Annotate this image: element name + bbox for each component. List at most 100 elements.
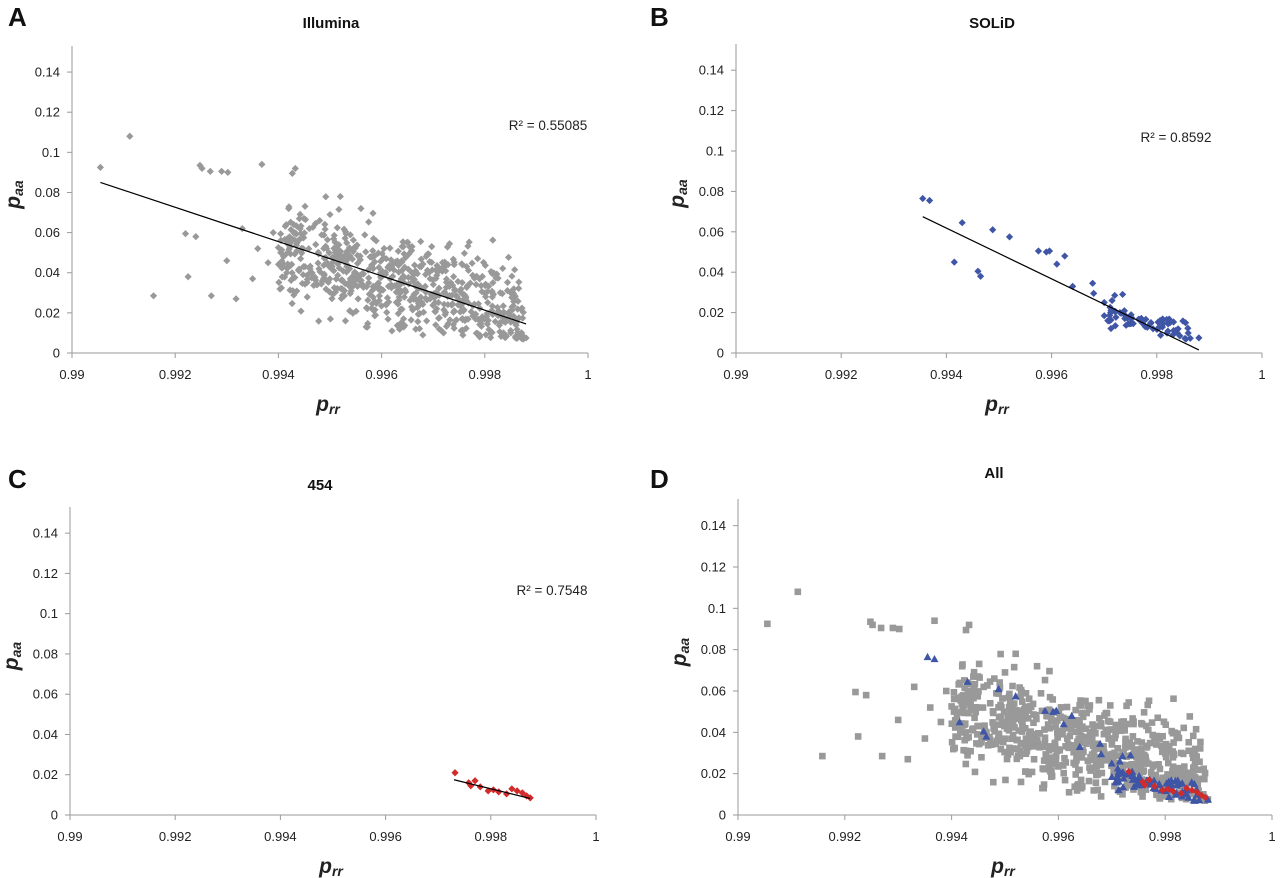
- chart-title: SOLiD: [969, 15, 1015, 32]
- data-point-square: [1057, 704, 1065, 711]
- data-point-square: [1144, 726, 1152, 734]
- data-point: [482, 331, 490, 339]
- data-point: [351, 271, 359, 280]
- data-point-square: [1078, 709, 1085, 717]
- data-point-square: [1049, 696, 1057, 703]
- data-point: [313, 280, 321, 289]
- data-point: [341, 234, 349, 242]
- data-point: [285, 233, 294, 241]
- data-point-triangle: [1164, 777, 1173, 785]
- data-point: [442, 283, 450, 292]
- data-point-square: [1174, 730, 1181, 738]
- data-point-square: [989, 708, 997, 715]
- data-point-square: [1008, 714, 1015, 722]
- data-point-triangle: [979, 727, 988, 735]
- x-tick-label: 0.998: [1141, 367, 1174, 382]
- y-tick-label: 0.04: [701, 725, 726, 740]
- data-point: [415, 324, 424, 333]
- data-point: [346, 289, 354, 298]
- data-point-square: [1033, 662, 1041, 670]
- data-point: [410, 290, 418, 298]
- data-point-square: [1106, 718, 1114, 726]
- data-point: [454, 301, 462, 309]
- chart-title: All: [984, 465, 1003, 482]
- data-point: [320, 261, 328, 269]
- data-point: [467, 308, 475, 316]
- data-point-square: [1046, 667, 1053, 675]
- data-point-square: [1081, 697, 1088, 705]
- y-axis-label: paa: [668, 638, 692, 668]
- data-point: [341, 251, 350, 259]
- data-point: [334, 271, 342, 279]
- data-point-square: [1040, 784, 1048, 792]
- data-point: [1157, 331, 1165, 339]
- data-point: [432, 266, 440, 274]
- data-point-square: [1030, 711, 1037, 718]
- data-point-square: [975, 660, 983, 668]
- data-point: [309, 223, 317, 231]
- data-point: [410, 261, 419, 269]
- data-point-square: [1054, 734, 1061, 741]
- data-point-square: [1028, 768, 1036, 776]
- data-point: [503, 278, 512, 286]
- data-point-square: [1055, 746, 1062, 753]
- data-point-square: [1170, 695, 1177, 703]
- data-point-diamond: [1201, 793, 1209, 802]
- data-point-square: [1087, 754, 1094, 761]
- data-point: [1184, 329, 1192, 337]
- data-point-square: [1019, 698, 1026, 705]
- data-point-square: [1063, 735, 1071, 742]
- data-point-triangle: [930, 654, 939, 663]
- data-point-square: [999, 736, 1007, 744]
- data-point-square: [1041, 676, 1049, 684]
- data-point: [249, 275, 257, 283]
- data-point-square: [1010, 663, 1018, 671]
- data-point: [400, 279, 408, 287]
- data-point: [494, 312, 502, 320]
- data-point-square: [877, 624, 885, 632]
- data-point: [325, 249, 333, 257]
- data-point: [340, 287, 349, 295]
- data-point: [372, 237, 380, 245]
- data-point-triangle: [1178, 779, 1187, 787]
- y-tick-label: 0.08: [35, 185, 60, 200]
- data-point: [365, 218, 373, 226]
- data-point-square: [1021, 703, 1029, 711]
- data-point: [297, 244, 306, 252]
- data-point: [369, 293, 377, 301]
- data-point: [385, 298, 393, 306]
- data-point: [292, 222, 301, 230]
- chart-title: 454: [307, 477, 333, 494]
- data-point-square: [1045, 746, 1053, 754]
- data-point: [361, 231, 369, 239]
- data-point: [423, 317, 431, 325]
- x-tick-label: 0.992: [159, 829, 192, 844]
- data-point: [371, 297, 379, 306]
- data-point: [474, 300, 483, 308]
- data-point: [433, 305, 441, 313]
- data-point-square: [1093, 757, 1100, 765]
- data-point-square: [852, 688, 859, 696]
- data-point-square: [1009, 731, 1017, 739]
- data-point: [502, 332, 511, 340]
- data-point: [481, 261, 489, 269]
- data-point-square: [1017, 717, 1025, 724]
- data-point-square: [1016, 752, 1024, 760]
- data-point: [335, 241, 343, 249]
- data-point-triangle: [982, 732, 991, 740]
- data-point: [362, 248, 370, 256]
- data-point: [399, 238, 407, 246]
- data-point-square: [1101, 712, 1108, 719]
- data-point: [511, 266, 519, 274]
- data-point-square: [926, 704, 934, 711]
- data-point-square: [1022, 689, 1030, 697]
- data-point-triangle: [1126, 751, 1135, 759]
- data-point: [409, 293, 417, 301]
- data-point: [277, 230, 285, 238]
- data-point: [405, 250, 413, 258]
- data-point-triangle: [1059, 720, 1068, 728]
- data-point: [477, 319, 485, 328]
- data-point-square: [1098, 769, 1106, 777]
- data-point: [311, 219, 320, 228]
- data-point: [441, 258, 449, 266]
